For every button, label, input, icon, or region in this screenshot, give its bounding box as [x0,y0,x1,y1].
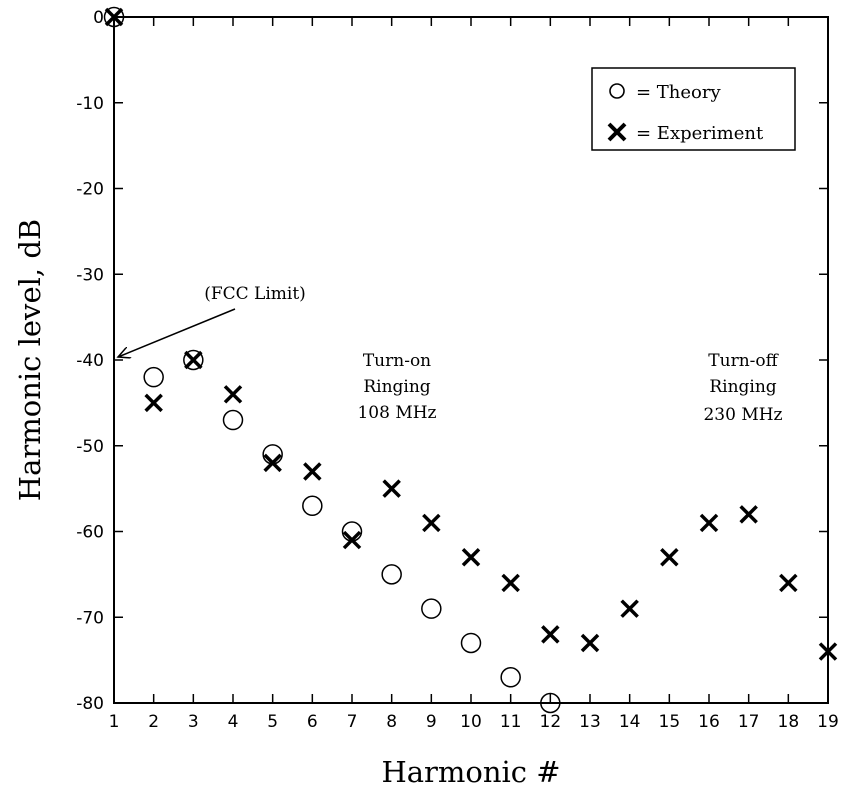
x-tick-label: 18 [778,712,800,732]
x-tick-label: 16 [698,712,720,732]
x-tick-label: 9 [426,712,437,732]
experiment-point [739,505,758,524]
x-tick-label: 17 [738,712,760,732]
legend-experiment-marker [607,122,627,142]
x-tick-label: 14 [619,712,641,732]
legend-box [591,67,796,151]
experiment-point [818,642,838,661]
y-tick-label: -80 [76,694,104,714]
x-tick-label: 15 [659,712,681,732]
turn-on-annotation: Turn-on Ringing 108 MHz [357,351,436,423]
experiment-point [461,547,481,567]
experiment-point [223,385,243,404]
theory-point [500,667,521,688]
axis-ticks [113,16,829,704]
data-marks [103,6,838,714]
theory-series [103,6,561,714]
theory-point [540,692,561,714]
fcc-annotation: (FCC Limit) [118,284,306,357]
experiment-point [580,633,600,653]
y-tick-label: -50 [76,437,104,457]
theory-point [421,598,442,619]
experiment-point [501,573,520,593]
legend-experiment-label: = Experiment [636,123,764,144]
y-tick-label: -70 [76,608,104,628]
turn-on-line-2: Ringing [363,377,430,397]
x-tick-label: 4 [228,712,239,732]
turn-on-line-3: 108 MHz [357,403,436,423]
x-tick-label: 5 [267,712,278,732]
theory-point [222,409,244,431]
legend-theory-marker [609,83,625,99]
turn-off-line-3: 230 MHz [703,405,782,425]
theory-point [183,349,204,371]
experiment-series [104,7,838,661]
x-tick-label: 12 [540,712,562,732]
experiment-point [699,513,719,533]
experiment-point [144,393,163,413]
theory-point [460,632,482,654]
x-tick-label: 3 [188,712,199,732]
experiment-point [660,547,679,567]
x-tick-label: 8 [386,712,397,732]
x-tick-label: 7 [347,712,358,732]
theory-point [302,495,323,517]
y-axis-title: Harmonic level, dB [13,219,47,501]
turn-on-line-1: Turn-on [363,351,431,371]
experiment-point [382,479,401,498]
experiment-point [541,625,560,644]
legend-theory-label: = Theory [636,82,721,103]
fcc-arrow [118,308,236,357]
x-tick-label: 13 [579,712,601,732]
turn-off-line-1: Turn-off [708,351,779,371]
x-tick-label: 10 [460,712,482,732]
y-tick-label: -10 [76,94,104,114]
experiment-point [263,453,282,473]
x-tick-label: 2 [148,712,159,732]
theory-point [381,564,402,585]
fcc-limit-label: (FCC Limit) [204,284,306,304]
experiment-point [184,350,203,370]
experiment-point [342,530,362,550]
experiment-point [620,599,639,618]
experiment-point [104,7,124,27]
experiment-point [779,573,798,593]
x-tick-label: 11 [500,712,522,732]
y-tick-label: -60 [76,523,104,543]
theory-point [103,6,125,28]
experiment-point [303,462,322,481]
theory-point [143,366,164,388]
x-tick-label: 6 [307,712,318,732]
turn-off-line-2: Ringing [709,377,776,397]
experiment-point [422,513,441,533]
y-tick-label: 0 [93,8,104,28]
y-tick-label: -40 [76,351,104,371]
x-tick-label: 19 [817,712,839,732]
x-tick-label: 1 [109,712,120,732]
y-tick-label: -20 [76,180,104,200]
y-tick-label: -30 [76,265,104,285]
legend: = Theory = Experiment [591,67,796,151]
axis-tick-labels: 1 2 3 4 5 6 7 8 9 10 11 12 13 14 15 16 17 18 190-10-20-30-… [76,8,839,732]
turn-off-annotation: Turn-off Ringing 230 MHz [703,351,782,425]
x-axis-title: Harmonic # [381,755,560,789]
